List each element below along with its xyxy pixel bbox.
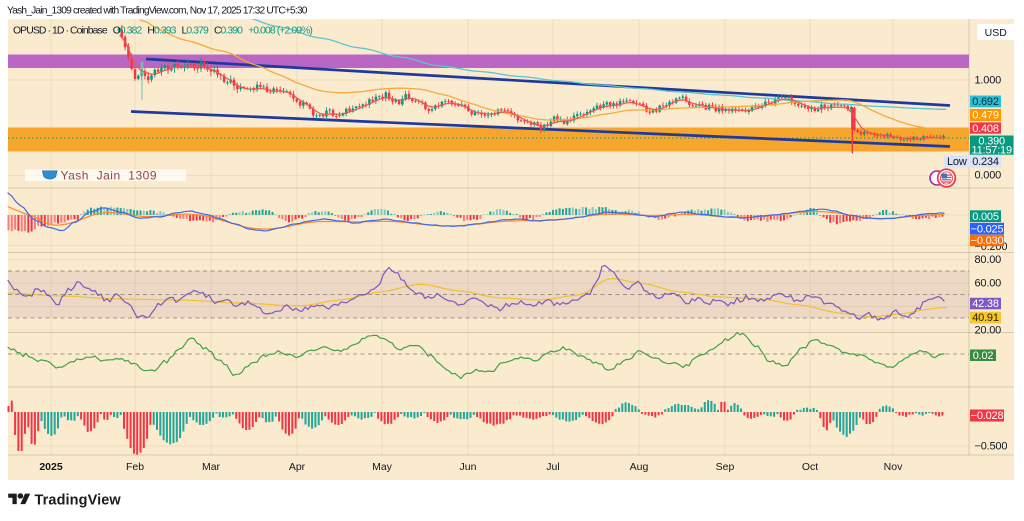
svg-text:0.005: 0.005 <box>972 211 999 223</box>
svg-text:−0.500: −0.500 <box>975 441 1008 453</box>
svg-text:May: May <box>372 461 393 473</box>
svg-text:20.00: 20.00 <box>975 325 1002 337</box>
svg-text:11:57:19: 11:57:19 <box>971 144 1011 156</box>
svg-text:Yash Jain 1309: Yash Jain 1309 <box>61 169 158 183</box>
svg-text:−0.028: −0.028 <box>971 410 1004 422</box>
svg-text:USD: USD <box>985 27 1008 39</box>
svg-text:Yash_Jain_1309 created with Tr: Yash_Jain_1309 created with TradingView.… <box>7 6 308 17</box>
svg-text:Apr: Apr <box>289 461 306 473</box>
svg-text:60.00: 60.00 <box>975 278 1002 290</box>
svg-text:0.479: 0.479 <box>972 110 999 122</box>
svg-text:Aug: Aug <box>630 461 649 473</box>
svg-text:40.91: 40.91 <box>972 312 999 324</box>
svg-text:−0.030: −0.030 <box>971 235 1004 247</box>
svg-text:Feb: Feb <box>126 461 144 473</box>
svg-text:TradingView: TradingView <box>35 492 122 508</box>
svg-text:0.408: 0.408 <box>972 123 999 135</box>
svg-text:Sep: Sep <box>716 461 735 473</box>
svg-text:0.000: 0.000 <box>975 170 1002 182</box>
svg-text:Mar: Mar <box>202 461 221 473</box>
svg-text:80.00: 80.00 <box>975 254 1002 266</box>
svg-text:Nov: Nov <box>884 461 903 473</box>
svg-text:−0.025: −0.025 <box>971 223 1004 235</box>
svg-text:Oct: Oct <box>802 461 818 473</box>
svg-text:2025: 2025 <box>39 461 63 473</box>
svg-text:0.390: 0.390 <box>978 135 1005 147</box>
svg-text:1.000: 1.000 <box>975 75 1002 87</box>
svg-text:Jun: Jun <box>460 461 477 473</box>
svg-text:Jul: Jul <box>546 461 559 473</box>
svg-text:Low: Low <box>947 156 967 168</box>
svg-text:0.692: 0.692 <box>972 96 999 108</box>
svg-text:0.02: 0.02 <box>973 350 994 362</box>
svg-text:0.234: 0.234 <box>972 156 999 168</box>
svg-text:42.38: 42.38 <box>972 298 999 310</box>
